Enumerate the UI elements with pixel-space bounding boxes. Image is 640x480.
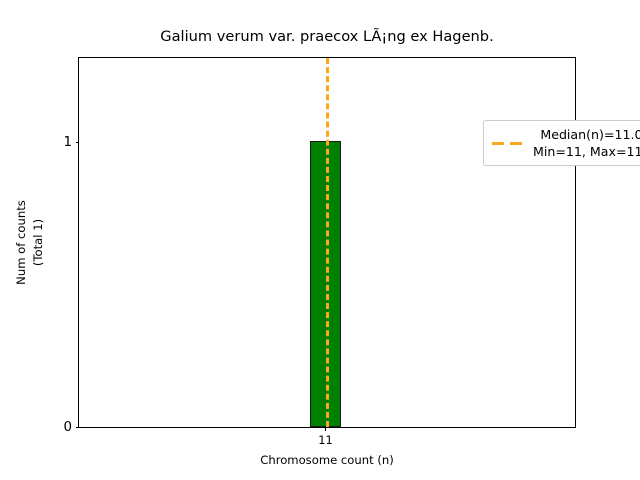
ytick-mark bbox=[75, 142, 79, 144]
plot-area: 0 1 11 Median(n)=11.0 Min=11, Max=11 bbox=[63, 57, 640, 447]
legend-median-text: Median(n)=11.0 bbox=[540, 127, 640, 142]
ytick-label-1: 1 bbox=[63, 134, 72, 150]
xtick-mark bbox=[324, 427, 327, 432]
y-axis-label: Num of counts (Total 1) bbox=[14, 200, 45, 285]
ytick-label-0: 0 bbox=[63, 419, 72, 435]
chart-legend: Median(n)=11.0 Min=11, Max=11 bbox=[483, 120, 640, 166]
dashed-line-icon bbox=[491, 136, 525, 150]
x-axis-label: Chromosome count (n) bbox=[260, 453, 394, 467]
chart-title: Galium verum var. praecox LÃ¡ng ex Hagen… bbox=[160, 28, 494, 45]
ytick-mark bbox=[75, 427, 79, 429]
xtick-label-11: 11 bbox=[318, 432, 333, 447]
legend-entry-median: Median(n)=11.0 Min=11, Max=11 bbox=[491, 126, 640, 160]
legend-minmax-text: Min=11, Max=11 bbox=[533, 144, 640, 159]
legend-entry-label: Median(n)=11.0 Min=11, Max=11 bbox=[533, 126, 640, 160]
median-line bbox=[325, 58, 329, 427]
